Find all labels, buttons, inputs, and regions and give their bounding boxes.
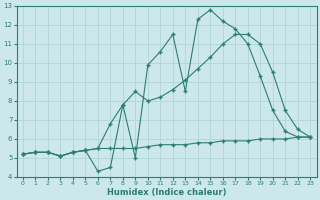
X-axis label: Humidex (Indice chaleur): Humidex (Indice chaleur) bbox=[107, 188, 226, 197]
